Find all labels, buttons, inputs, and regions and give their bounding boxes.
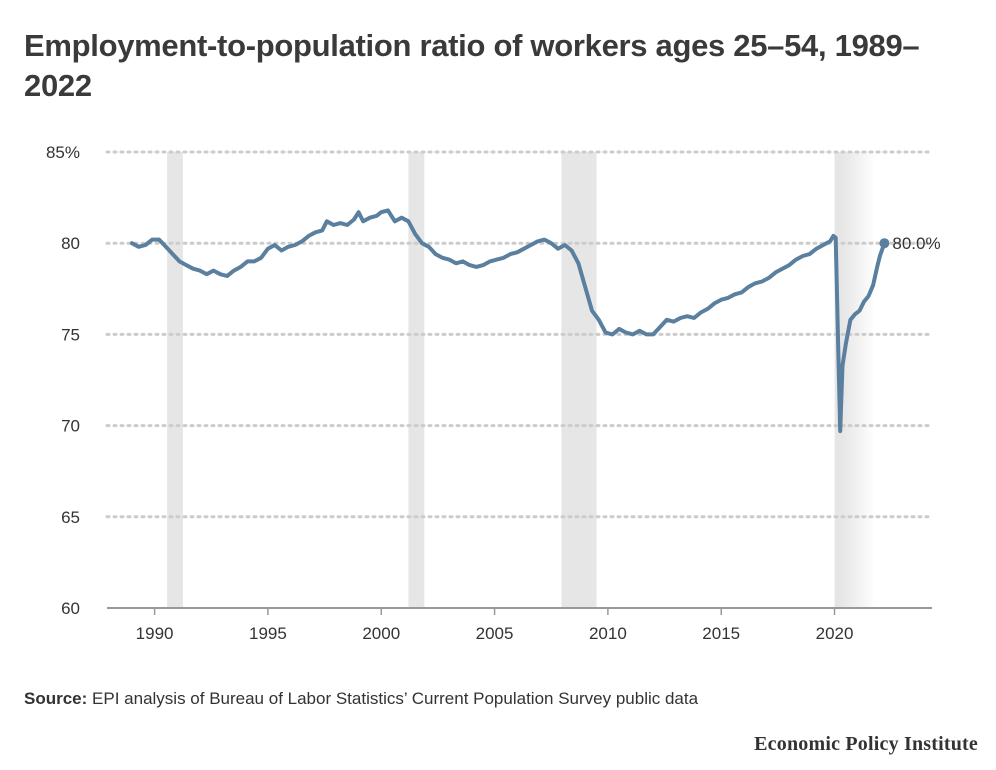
end-value-label: 80.0% [892, 234, 940, 253]
y-tick-label: 70 [61, 417, 80, 436]
source-text: EPI analysis of Bureau of Labor Statisti… [92, 689, 699, 708]
x-tick-label: 2005 [476, 624, 514, 643]
recession-shading [167, 152, 876, 608]
publisher-logo: Economic Policy Institute [754, 733, 978, 755]
end-point-marker [879, 238, 890, 249]
y-tick-label: 85% [46, 143, 80, 162]
recession-bar [408, 152, 425, 608]
recession-bar [167, 152, 183, 608]
x-tick-label: 2000 [362, 624, 400, 643]
source-note: Source: EPI analysis of Bureau of Labor … [24, 689, 698, 709]
x-tick-label: 2020 [816, 624, 854, 643]
y-tick-label: 60 [61, 599, 80, 618]
x-tick-label: 2010 [589, 624, 627, 643]
x-tick-label: 1995 [249, 624, 287, 643]
gridlines [105, 150, 934, 519]
recession-bar [561, 152, 597, 608]
y-tick-label: 75 [61, 325, 80, 344]
series-path [129, 208, 887, 434]
x-tick-label: 2015 [702, 624, 740, 643]
recession-fade [842, 152, 876, 608]
x-tick-label: 1990 [136, 624, 174, 643]
line-chart: 85% 80 75 70 65 60 1990 1995 2000 2005 2010 2015 20… [46, 143, 941, 643]
y-tick-label: 80 [61, 234, 80, 253]
chart-title: Employment-to-population ratio of worker… [24, 28, 920, 103]
series-line [129, 208, 890, 434]
x-axis-ticks: 1990 1995 2000 2005 2010 2015 2020 [107, 607, 932, 643]
y-tick-label: 65 [61, 508, 80, 527]
y-axis-ticks: 85% 80 75 70 65 60 [46, 143, 80, 618]
source-label: Source: [24, 689, 88, 708]
end-labels: 80.0% [892, 234, 940, 253]
